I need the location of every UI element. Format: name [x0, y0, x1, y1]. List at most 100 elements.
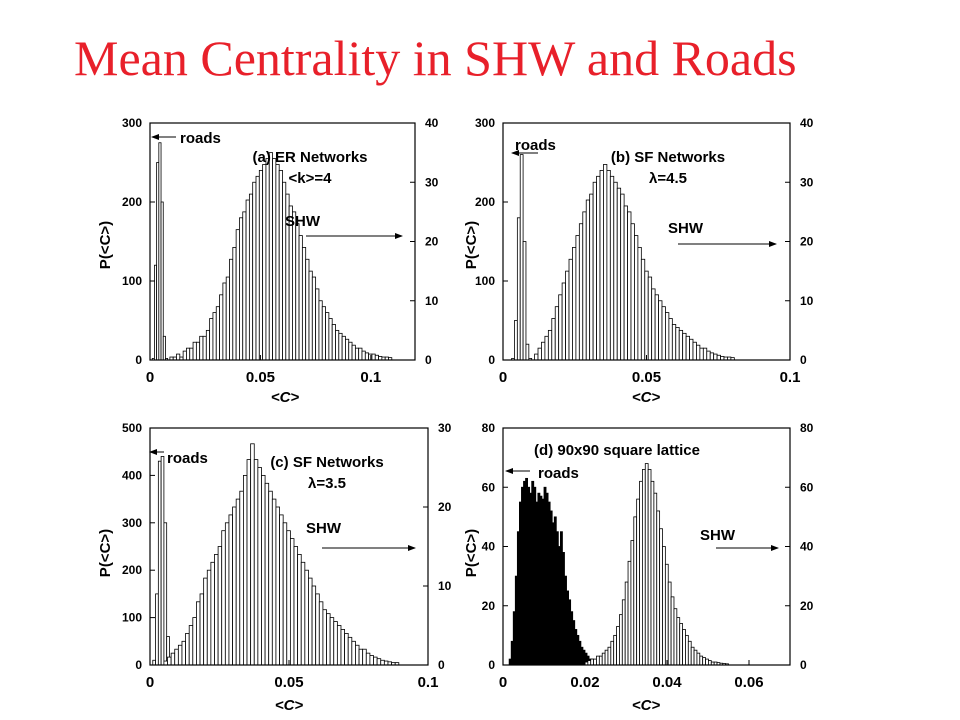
panel-3-SHW-bar — [369, 655, 374, 666]
panel-3-SHW-bar — [206, 569, 212, 666]
panel-2-SHW-bar — [609, 175, 615, 361]
panel-2-shw-label: SHW — [668, 220, 704, 237]
panel-4-SHW-bar — [656, 510, 661, 666]
panel-4-xtick-label: 0 — [499, 674, 507, 691]
panel-3-SHW-bar — [275, 506, 280, 666]
panel-3-SHW-bar — [203, 577, 208, 666]
panel-1-SHW-bar — [242, 211, 247, 361]
panel-4-SHW-bar — [702, 657, 706, 666]
panel-3-ytick-left-label: 200 — [122, 563, 142, 577]
panel-2-subtitle: λ=4.5 — [649, 170, 687, 187]
panel-1-ytick-right-label: 20 — [425, 235, 439, 249]
panel-1-SHW-bar — [258, 169, 264, 361]
panel-2-SHW-bar — [575, 235, 580, 361]
panel-2-SHW-bar — [658, 300, 663, 361]
panel-1-SHW-bar — [268, 152, 273, 361]
panel-4-SHW-bar — [639, 480, 643, 666]
panel-4-ytick-left-label: 20 — [482, 599, 496, 613]
panel-3-xtick-label: 0.05 — [274, 674, 303, 691]
panel-3-SHW-bar — [257, 467, 262, 666]
panel-4-SHW-bar — [621, 599, 626, 666]
panel-3-SHW-bar — [376, 658, 382, 666]
panel-2-SHW-bar — [613, 181, 618, 361]
panel-1-SHW-bar — [292, 211, 297, 361]
panel-3-SHW-bar — [264, 482, 270, 666]
panel-1-SHW-bar — [328, 318, 333, 361]
panel-4-SHW-bar — [619, 614, 623, 666]
panel-2-SHW-bar — [661, 306, 666, 361]
panel-2-SHW-bar — [637, 247, 642, 361]
panel-1-SHW-bar — [318, 300, 323, 361]
panel-3-SHW-bar — [329, 617, 335, 666]
panel-3-SHW-bar — [344, 633, 349, 666]
panel-2-roads-label: roads — [515, 137, 556, 154]
panel-4-SHW-bar — [699, 655, 704, 666]
panel-4-SHW-bar — [690, 646, 695, 666]
panel-3-SHW-bar — [315, 593, 320, 666]
panel-1-SHW-bar — [325, 312, 330, 361]
panel-4-ytick-left-label: 40 — [482, 540, 496, 554]
panel-4-SHW-bar — [610, 640, 615, 666]
panel-3-SHW-bar — [167, 656, 172, 666]
panel-3-ytick-right-label: 30 — [438, 421, 452, 435]
panel-2-SHW-bar — [554, 306, 560, 361]
panel-2-SHW-bar — [534, 353, 539, 361]
panel-4-SHW-bar — [696, 652, 701, 666]
panel-2-SHW-bar — [713, 353, 718, 361]
panel-3-SHW-bar — [336, 625, 342, 666]
panel-3-SHW-bar — [174, 648, 179, 666]
panel-2-y-axis-label: P(<C>) — [463, 221, 480, 269]
panel-2-SHW-bar — [620, 193, 625, 361]
panel-3-x-axis-label: <C> — [275, 697, 304, 714]
panel-2-SHW-bar — [537, 347, 542, 361]
panel-3-SHW-bar — [243, 474, 248, 666]
panel-2-SHW-bar — [544, 335, 549, 361]
panel-3-title: (c) SF Networks — [270, 454, 383, 471]
panel-3-roads-label: roads — [167, 450, 208, 467]
panel-1-SHW-bar — [298, 235, 303, 361]
panel-1-SHW-bar — [248, 193, 254, 361]
panel-1-ytick-left-label: 300 — [122, 116, 142, 130]
panel-1-x-axis-label: <C> — [271, 389, 300, 406]
panel-1-SHW-bar — [235, 229, 240, 361]
panel-1-SHW-bar — [186, 347, 191, 361]
panel-4-SHW-bar — [650, 480, 655, 666]
panel-3-SHW-bar — [181, 640, 186, 666]
panel-4-SHW-bar — [601, 652, 606, 666]
panel-4-ytick-right-label: 40 — [800, 540, 814, 554]
panel-2-roads-bar — [522, 241, 527, 361]
panel-2-SHW-bar — [644, 270, 649, 361]
panel-1-SHW-bar — [321, 306, 326, 361]
panel-2-SHW-bar — [616, 187, 622, 361]
panel-4-SHW-bar — [598, 655, 603, 666]
panel-2-SHW-bar — [627, 211, 632, 361]
panel-3-SHW-bar — [347, 636, 353, 666]
panel-1-SHW-bar — [192, 341, 197, 361]
panel-3-SHW-bar — [188, 625, 194, 666]
panel-2-SHW-bar — [551, 318, 556, 361]
panel-2-SHW-bar — [541, 341, 546, 361]
panel-3-SHW-bar — [261, 474, 266, 666]
panel-3-SHW-bar — [365, 652, 371, 666]
panel-1-SHW-bar — [219, 294, 224, 361]
panel-2-SHW-bar — [716, 354, 721, 361]
panel-1-xtick-label: 0.05 — [246, 369, 275, 386]
panel-3-roads-bar — [155, 593, 159, 666]
panel-2-xtick-label: 0.1 — [780, 369, 801, 386]
panel-1-ytick-left-label: 0 — [135, 353, 142, 367]
panel-3-SHW-bar — [235, 498, 241, 666]
panel-4-xtick-label: 0.02 — [570, 674, 599, 691]
panel-1-SHW-bar — [345, 338, 350, 361]
panel-4-SHW-bar — [653, 492, 658, 666]
panel-3-SHW-bar — [282, 522, 288, 666]
panel-1-SHW-bar — [182, 350, 187, 361]
panel-3-roads-bar — [152, 659, 156, 666]
panel-4-SHW-bar — [616, 626, 620, 666]
panel-4-SHW-bar — [682, 629, 686, 666]
panel-1-SHW-bar — [354, 347, 360, 361]
panel-3-SHW-bar — [289, 538, 295, 666]
panel-2-SHW-bar — [689, 338, 694, 361]
panel-1-SHW-bar — [239, 217, 244, 361]
panel-2-ytick-left-label: 100 — [475, 274, 495, 288]
panel-1-SHW-bar — [335, 329, 340, 361]
